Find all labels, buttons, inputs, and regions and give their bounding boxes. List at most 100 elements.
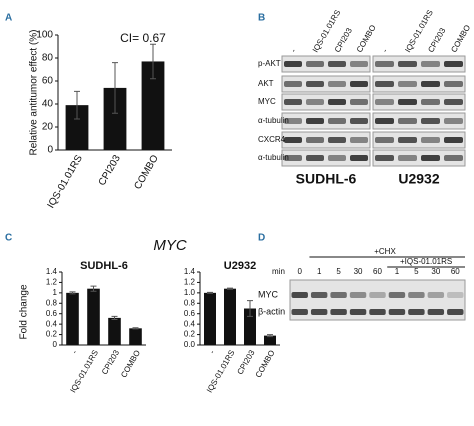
y-tick-label: 1.2	[46, 278, 58, 287]
blot-band	[306, 81, 324, 87]
error-bar	[227, 287, 233, 290]
bar	[244, 308, 256, 345]
blot-band	[349, 309, 367, 315]
treatment-label: +CHX	[374, 247, 396, 256]
x-tick-label: CPI203	[235, 348, 256, 376]
blot-band	[447, 292, 464, 298]
x-tick-label: IQS-01.01RS	[46, 153, 85, 210]
blot-band	[284, 155, 302, 161]
row-label: MYC	[258, 289, 279, 299]
row-label: CXCR4	[258, 135, 286, 144]
blot-band	[306, 118, 324, 124]
blot-band	[388, 309, 406, 315]
blot-band	[291, 309, 308, 315]
y-tick-label: 0.4	[184, 319, 196, 328]
x-tick-label: IQS-01.01RS	[68, 349, 100, 395]
blot-strip	[281, 93, 371, 111]
lane-label: COMBO	[449, 23, 472, 54]
bar	[108, 317, 121, 345]
blot-band	[398, 155, 417, 161]
blot-band	[408, 292, 425, 298]
x-tick-label: IQS-01.01RS	[205, 349, 237, 395]
blot-band	[284, 99, 302, 105]
x-tick-label: CPI203	[97, 153, 123, 188]
error-bar	[247, 300, 253, 317]
blot-strip	[372, 93, 466, 111]
blot-band	[369, 309, 386, 315]
lane-label: CPI203	[333, 26, 354, 54]
error-bar	[111, 315, 118, 320]
y-tick-label: 1	[53, 288, 58, 297]
blot-band	[291, 292, 308, 298]
y-tick-label: 20	[42, 122, 54, 133]
y-tick-label: 1.4	[46, 267, 58, 276]
blot-band	[328, 99, 346, 105]
time-value: 60	[451, 267, 460, 276]
blot-band	[421, 118, 440, 124]
panel-letter: A	[5, 13, 12, 24]
x-tick-label: CPI203	[100, 348, 121, 376]
blot-band	[398, 61, 417, 67]
blot-band	[350, 155, 368, 161]
panel-letter: D	[258, 233, 265, 244]
y-tick-label: 0.6	[184, 309, 196, 318]
x-tick-label: COMBO	[254, 349, 277, 380]
blot-band	[427, 292, 445, 298]
blot-band	[328, 118, 346, 124]
blot-band	[444, 155, 463, 161]
y-tick-label: 60	[42, 76, 54, 87]
cell-line-label: U2932	[398, 171, 439, 187]
blot-strip	[281, 55, 371, 73]
x-tick-label: -	[70, 348, 79, 355]
error-bar	[150, 43, 156, 80]
error-bar	[74, 90, 80, 120]
blot-band	[444, 99, 463, 105]
y-tick-label: 1.2	[184, 278, 196, 287]
time-value: 30	[354, 267, 363, 276]
blot-band	[408, 309, 425, 315]
blot-band	[306, 155, 324, 161]
lane-label: -	[380, 47, 389, 54]
blot-band	[284, 81, 302, 87]
blot-band	[350, 137, 368, 143]
blot-band	[328, 61, 346, 67]
blot-band	[398, 81, 417, 87]
blot-band	[350, 81, 368, 87]
y-tick-label: 0.0	[184, 340, 196, 349]
blot-strip	[372, 131, 466, 149]
time-value: 1	[317, 267, 322, 276]
blot-strip	[372, 149, 466, 167]
blot-band	[375, 99, 394, 105]
y-tick-label: 0.8	[184, 298, 196, 307]
y-tick-label: 1.0	[184, 288, 196, 297]
blot-band	[375, 137, 394, 143]
x-tick-label: COMBO	[132, 153, 161, 191]
bar	[65, 105, 89, 150]
blot-band	[398, 99, 417, 105]
error-bar	[112, 62, 118, 114]
blot-band	[375, 61, 394, 67]
error-bar	[207, 291, 213, 294]
blot-band	[398, 118, 417, 124]
x-tick-label: -	[207, 348, 216, 355]
blot-band	[421, 155, 440, 161]
blot-band	[328, 137, 346, 143]
time-value: 0	[297, 267, 302, 276]
chart-title: U2932	[224, 260, 256, 272]
blot-band	[427, 309, 445, 315]
blot-band	[330, 309, 347, 315]
y-tick-label: 40	[42, 99, 54, 110]
bar	[141, 61, 165, 151]
blot-band	[350, 99, 368, 105]
annotation: CI= 0.67	[120, 31, 166, 45]
treatment-label: +IQS-01.01RS	[400, 257, 452, 266]
row-label: MYC	[258, 97, 276, 106]
blot-strip	[281, 149, 371, 167]
time-value: 5	[414, 267, 419, 276]
y-tick-label: 0.2	[184, 330, 196, 339]
time-label: min	[272, 267, 285, 276]
error-bar	[132, 327, 139, 330]
blot-band	[421, 61, 440, 67]
chart-title: SUDHL-6	[80, 260, 128, 272]
